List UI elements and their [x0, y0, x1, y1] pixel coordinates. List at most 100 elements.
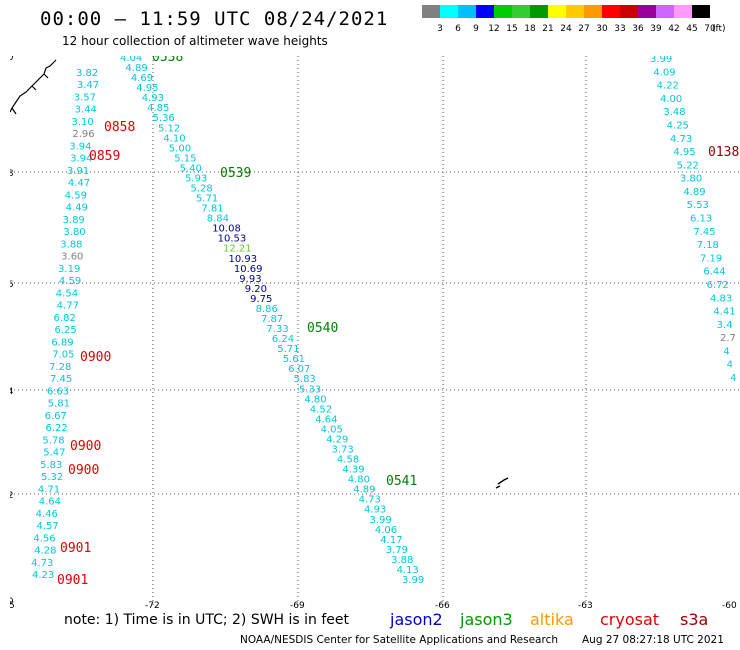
wave-height-value: 5.40 — [180, 163, 202, 174]
wave-height-value: 7.45 — [50, 374, 72, 385]
wave-height-value: 4.89 — [125, 63, 147, 74]
wave-height-value: 4.59 — [65, 190, 87, 201]
legend-label: 21 — [542, 24, 554, 34]
wave-height-value: 4.58 — [337, 455, 359, 466]
wave-height-value: 4.95 — [136, 83, 158, 94]
lat-label: 40 — [10, 56, 14, 63]
legend-label: 70 — [704, 24, 716, 34]
wave-height-value: 7.45 — [693, 227, 715, 238]
pass-time-label: 0901 — [60, 541, 91, 556]
wave-height-value: 4.80 — [348, 475, 370, 486]
satellite-jason2: jason2 — [390, 610, 443, 629]
satellite-s3a: s3a — [680, 610, 709, 629]
pass-time-label: 0900 — [70, 439, 101, 454]
time-stamps: 0538 0858 0859 0539 0540 0900 0900 0900 0541 0901… — [57, 56, 739, 588]
wave-height-value: 4.89 — [353, 485, 375, 496]
wave-height-value: 4.83 — [710, 293, 732, 304]
wave-height-value: 6.44 — [703, 267, 725, 278]
wave-height-value: 5.53 — [687, 200, 709, 211]
wave-height-value: 4.47 — [68, 178, 90, 189]
pass-time-label: 0138 — [708, 145, 739, 160]
wave-height-value: 6.07 — [288, 364, 310, 375]
wave-height-value: 5.83 — [40, 460, 62, 471]
timestamp-text: Aug 27 08:27:18 UTC 2021 — [582, 634, 724, 646]
satellite-cryosat: cryosat — [600, 610, 660, 629]
wave-height-value: 4.89 — [683, 187, 705, 198]
wave-height-value: 4.95 — [673, 147, 695, 158]
wave-height-value: 4.28 — [34, 546, 56, 557]
wave-height-value: 3.4 — [717, 320, 733, 331]
legend-swatch — [530, 5, 548, 18]
legend-label: 42 — [668, 24, 680, 34]
island-shape — [495, 477, 509, 489]
wave-height-value: 9.20 — [245, 284, 267, 295]
legend-swatch — [440, 5, 458, 18]
legend-label: 6 — [455, 24, 461, 34]
wave-height-value: 6.82 — [54, 313, 76, 324]
legend-label: 30 — [596, 24, 608, 34]
page-title: 00:00 – 11:59 UTC 08/24/2021 — [40, 8, 389, 30]
wave-height-value: 5.47 — [43, 448, 65, 459]
wave-height-value: 5.83 — [294, 374, 316, 385]
wave-height-value: 4.06 — [375, 525, 397, 536]
wave-height-value: 3.88 — [60, 239, 82, 250]
wave-height-value: 3.48 — [663, 107, 685, 118]
wave-height-value: 9.75 — [250, 294, 272, 305]
legend-label: 15 — [506, 24, 518, 34]
pass-time-label: 0540 — [307, 321, 338, 336]
wave-height-value: 7.19 — [700, 253, 722, 264]
satellite-jason3: jason3 — [460, 610, 513, 629]
legend-label: 3 — [437, 24, 443, 34]
legend-label: 12 — [488, 24, 500, 34]
lon-label: -60 — [722, 601, 737, 608]
legend-swatch — [476, 5, 494, 18]
wave-height-value: 2.96 — [72, 129, 94, 140]
wave-height-value: 3.99 — [369, 515, 391, 526]
legend-swatch — [656, 5, 674, 18]
wave-height-value: 3.57 — [74, 92, 96, 103]
legend-swatch — [458, 5, 476, 18]
wave-height-value: 3.80 — [63, 227, 85, 238]
legend-swatch — [692, 5, 710, 18]
wave-height-value: 7.28 — [49, 362, 71, 373]
wave-height-value: 7.81 — [201, 204, 223, 215]
wave-height-value: 3.79 — [386, 545, 408, 556]
wave-height-value: 4.64 — [315, 414, 337, 425]
legend-label: 45 — [686, 24, 698, 34]
wave-height-value: 8.86 — [256, 304, 278, 315]
wave-height-value: 4.29 — [326, 434, 348, 445]
wave-height-value: 5.36 — [153, 113, 175, 124]
wave-height-value: 4.52 — [310, 404, 332, 415]
wave-height-value: 4.22 — [657, 81, 679, 92]
lon-label: -66 — [435, 601, 450, 608]
wave-height-value: 7.05 — [52, 350, 74, 361]
wave-height-value: 6.13 — [690, 214, 712, 225]
wave-height-value: 5.71 — [277, 344, 299, 355]
wave-height-value: 5.22 — [677, 160, 699, 171]
wave-height-value: 4.85 — [147, 103, 169, 114]
legend-label: 9 — [473, 24, 479, 34]
wave-height-value: 5.32 — [41, 472, 63, 483]
lat-label: 30 — [10, 597, 14, 607]
wave-height-value: 10.53 — [218, 234, 247, 245]
wave-height-value: 6.89 — [51, 337, 73, 348]
legend-swatch — [548, 5, 566, 18]
lat-label: 36 — [10, 280, 14, 290]
pass-time-label: 0538 — [152, 56, 183, 65]
legend-swatch — [422, 5, 440, 18]
wave-height-value: 3.19 — [58, 264, 80, 275]
legend-swatch — [566, 5, 584, 18]
wave-height-value: 10.93 — [228, 254, 257, 265]
wave-height-value: 4 — [727, 360, 733, 371]
wave-height-value: 4.41 — [713, 307, 735, 318]
wave-height-value: 4.80 — [304, 394, 326, 405]
axis-labels: -75 -72 -69 -66 -63 -60 40 38 36 34 32 30 — [10, 56, 737, 608]
wave-height-value: 6.24 — [272, 334, 294, 345]
lon-label: -63 — [578, 601, 593, 608]
wave-height-value: 4.77 — [57, 301, 79, 312]
wave-height-value: 3.73 — [332, 445, 354, 456]
wave-height-value: 3.60 — [61, 252, 83, 263]
wave-height-value: 5.93 — [185, 173, 207, 184]
wave-height-value: 3.99 — [650, 56, 672, 65]
wave-height-value: 4.05 — [321, 424, 343, 435]
